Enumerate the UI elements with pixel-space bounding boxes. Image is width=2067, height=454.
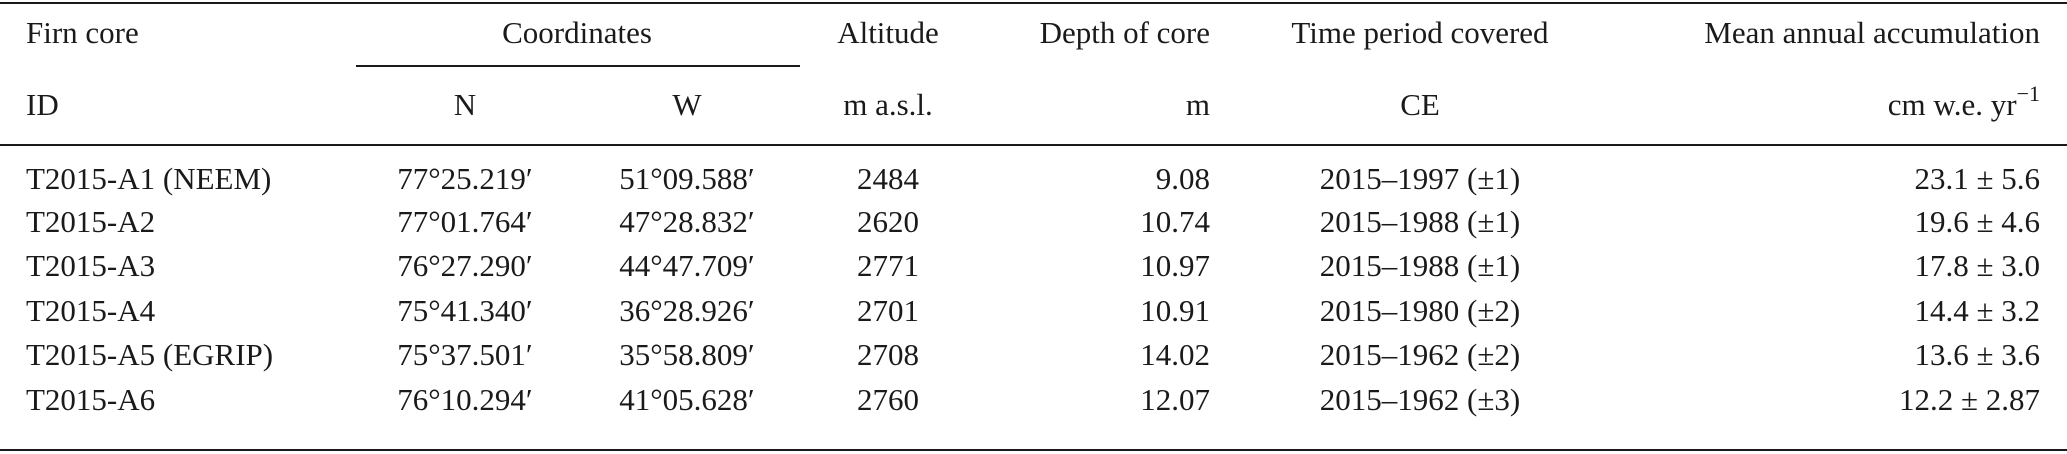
table-cell: 19.6 ± 4.6 bbox=[1914, 204, 2040, 239]
table-cell: T2015-A4 bbox=[26, 293, 156, 328]
table-cell: 41°05.628′ bbox=[619, 382, 754, 417]
unit-cell: CE bbox=[1400, 87, 1440, 122]
table-cell: 14.4 ± 3.2 bbox=[1914, 293, 2040, 328]
table-cell: 2015–1997 (±1) bbox=[1320, 161, 1520, 196]
table-cell: 12.07 bbox=[1140, 382, 1210, 417]
table-cell: 2484 bbox=[857, 161, 920, 196]
table-cell: T2015-A3 bbox=[26, 248, 155, 283]
table-cell: 47°28.832′ bbox=[619, 204, 754, 239]
table-cell: 75°41.340′ bbox=[397, 293, 532, 328]
table-cell: 2015–1980 (±2) bbox=[1320, 293, 1520, 328]
header-cell: Depth of core bbox=[1040, 15, 1210, 50]
table-cell: 77°01.764′ bbox=[397, 204, 532, 239]
table-cell: 76°10.294′ bbox=[397, 382, 532, 417]
table-cell: 35°58.809′ bbox=[619, 337, 754, 372]
unit-cell: ID bbox=[26, 87, 59, 122]
unit-cell: cm w.e. yr−1 bbox=[1888, 81, 2040, 122]
table-cell: 2708 bbox=[857, 337, 919, 372]
table-cell: 2701 bbox=[857, 293, 919, 328]
table-cell: 2760 bbox=[857, 382, 919, 417]
table-body: T2015-A1 (NEEM) 77°25.219′ 51°09.588′ 2484 9… bbox=[26, 161, 2040, 417]
table-cell: 14.02 bbox=[1140, 337, 1210, 372]
table-cell: 2620 bbox=[857, 204, 919, 239]
header-cell: Time period covered bbox=[1291, 15, 1549, 50]
unit-cell: m bbox=[1186, 87, 1210, 122]
table-cell: 12.2 ± 2.87 bbox=[1899, 382, 2040, 417]
table-cell: 44°47.709′ bbox=[619, 248, 754, 283]
unit-cell: N bbox=[454, 87, 476, 122]
table-cell: 2771 bbox=[857, 248, 919, 283]
table-cell: 75°37.501′ bbox=[397, 337, 532, 372]
table-cell: 77°25.219′ bbox=[397, 161, 532, 196]
table-cell: 2015–1988 (±1) bbox=[1320, 248, 1520, 283]
table-cell: 2015–1962 (±2) bbox=[1320, 337, 1520, 372]
unit-superscript: −1 bbox=[2017, 81, 2040, 106]
table-cell: T2015-A2 bbox=[26, 204, 155, 239]
header-cell: Mean annual accumulation bbox=[1704, 15, 2040, 50]
table-cell: T2015-A5 (EGRIP) bbox=[26, 337, 273, 372]
table-cell: 9.08 bbox=[1156, 161, 1210, 196]
table-cell: 76°27.290′ bbox=[397, 248, 532, 283]
table-cell: 10.91 bbox=[1140, 293, 1210, 328]
header-cell: Coordinates bbox=[502, 15, 652, 50]
unit-cell: m a.s.l. bbox=[843, 87, 933, 122]
table-cell: T2015-A1 (NEEM) bbox=[26, 161, 271, 196]
table-cell: 10.74 bbox=[1140, 204, 1210, 239]
table-cell: 2015–1962 (±3) bbox=[1320, 382, 1520, 417]
table-cell: 17.8 ± 3.0 bbox=[1914, 248, 2040, 283]
table-cell: 10.97 bbox=[1140, 248, 1210, 283]
table-cell: T2015-A6 bbox=[26, 382, 155, 417]
table-cell: 2015–1988 (±1) bbox=[1320, 204, 1520, 239]
unit-cell: W bbox=[672, 87, 702, 122]
table-cell: 51°09.588′ bbox=[619, 161, 754, 196]
table-cell: 23.1 ± 5.6 bbox=[1914, 161, 2040, 196]
header-cell: Altitude bbox=[837, 15, 939, 50]
table-cell: 13.6 ± 3.6 bbox=[1914, 337, 2040, 372]
table-cell: 36°28.926′ bbox=[619, 293, 754, 328]
unit-text: cm w.e. yr bbox=[1888, 87, 2018, 122]
header-cell: Firn core bbox=[26, 15, 139, 50]
